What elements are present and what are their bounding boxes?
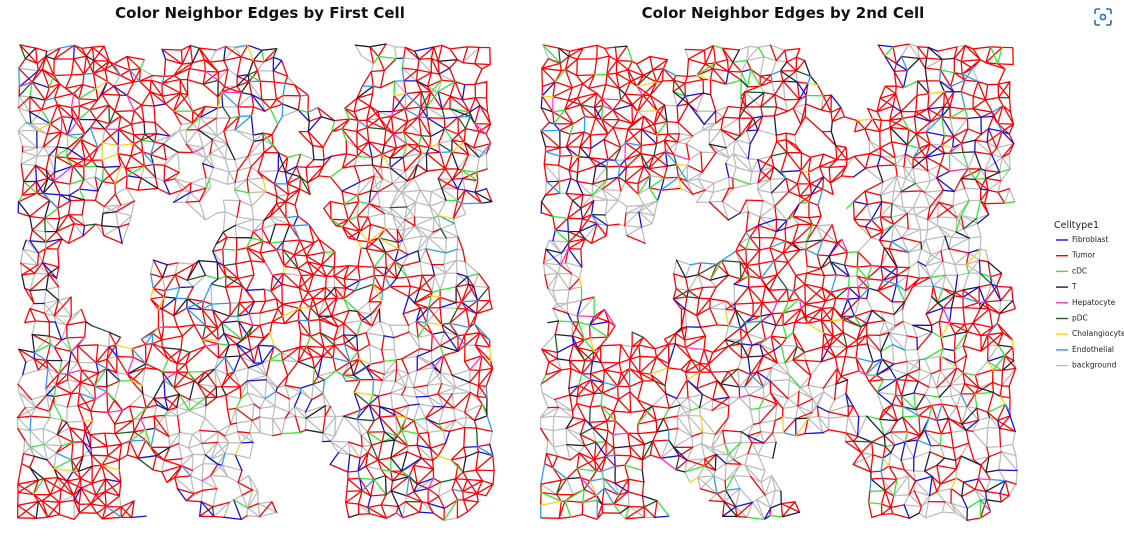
legend-label: Endothelial xyxy=(1072,345,1114,354)
legend-label: Tumor xyxy=(1071,251,1096,260)
edge-group xyxy=(18,44,490,518)
edge-group xyxy=(16,43,495,521)
edge-group xyxy=(554,47,1011,508)
edge-group xyxy=(18,44,494,518)
legend: Celltype1 Fibroblast Tumor cDC T Hepatocyte pD… xyxy=(1054,220,1124,370)
legend-label: cDC xyxy=(1072,266,1087,275)
chart-title: Color Neighbor Edges by First Cell xyxy=(115,4,405,22)
edge-group xyxy=(552,85,991,497)
edge-group xyxy=(540,43,1017,521)
legend-label: Cholangiocyte xyxy=(1072,329,1124,338)
edge-group xyxy=(540,74,1014,506)
edge-group xyxy=(17,43,493,519)
legend-label: pDC xyxy=(1072,314,1088,323)
chart-title: Color Neighbor Edges by 2nd Cell xyxy=(642,4,925,22)
network xyxy=(539,43,1018,521)
icon-dot xyxy=(1099,13,1107,21)
legend-label: Hepatocyte xyxy=(1072,298,1116,307)
legend-label: T xyxy=(1071,282,1077,291)
icon-frame xyxy=(1094,8,1112,26)
edge-group xyxy=(540,44,1018,521)
edge-group xyxy=(36,44,492,472)
edge-group xyxy=(18,45,487,519)
edge-group xyxy=(17,44,494,521)
legend-title: Celltype1 xyxy=(1054,220,1099,231)
edge-group xyxy=(540,45,1015,521)
screenshot-icon[interactable] xyxy=(1094,8,1112,26)
network xyxy=(16,43,495,521)
edge-group xyxy=(17,49,488,521)
legend-label: Fibroblast xyxy=(1072,235,1108,244)
legend-label: background xyxy=(1072,361,1117,370)
edge-group xyxy=(540,55,1011,521)
edge-group xyxy=(539,43,1018,521)
edge-group xyxy=(540,44,1016,521)
